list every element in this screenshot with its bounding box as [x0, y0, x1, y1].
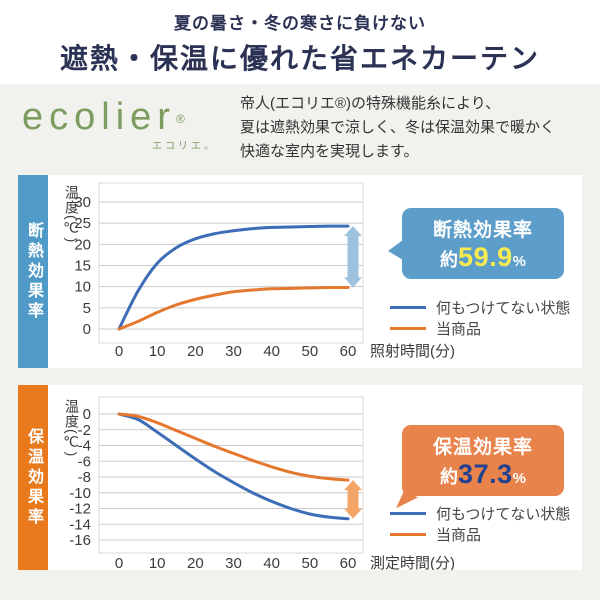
value-unit: % [512, 253, 526, 270]
svg-text:-6: -6 [78, 453, 91, 470]
callout-value: 約59.9% [402, 243, 564, 271]
legend-label: 当商品 [436, 527, 482, 544]
svg-text:50: 50 [301, 343, 318, 360]
legend-label: 何もつけてない状態 [436, 300, 571, 317]
side-label-text: 断熱効果率 [25, 221, 42, 322]
svg-text:10: 10 [149, 343, 166, 360]
svg-text:0: 0 [83, 406, 91, 423]
page-header: 夏の暑さ・冬の寒さに負けない 遮熱・保温に優れた省エネカーテン [0, 0, 600, 84]
svg-text:0: 0 [115, 343, 123, 360]
intro-line-3: 快適な室内を実現します。 [240, 143, 419, 160]
svg-text:-8: -8 [78, 469, 91, 486]
callout-title: 断熱効果率 [432, 220, 533, 241]
svg-text:15: 15 [74, 258, 91, 275]
svg-text:-2: -2 [78, 422, 91, 439]
svg-text:10: 10 [149, 555, 166, 570]
heat-retention-line-chart: 0-2-4-6-8-10-12-14-160 10 20 30 40 50 60 測定時間(分… [69, 396, 455, 570]
intro-description: 帝人(エコリエ®)の特殊機能糸により、 夏は遮熱効果で涼しく、冬は保温効果で暖か… [240, 92, 555, 164]
header-subtitle: 夏の暑さ・冬の寒さに負けない [174, 14, 426, 33]
legend-line-swatch-blue [390, 306, 426, 309]
svg-text:20: 20 [74, 236, 91, 253]
value-unit: % [512, 470, 526, 487]
legend-item-product: 当商品 [390, 318, 570, 339]
svg-text:25: 25 [74, 215, 91, 232]
legend-line-swatch-blue [390, 512, 426, 515]
ecolier-logo: ecolier® エコリエ。 [22, 98, 227, 152]
section-side-label-insulation: 断熱効果率 [18, 175, 48, 368]
section-side-label-retention: 保温効果率 [18, 385, 48, 570]
legend-item-baseline: 何もつけてない状態 [390, 297, 570, 318]
side-label-text: 保温効果率 [25, 427, 42, 528]
y-axis-label: 温度(℃) [64, 399, 80, 458]
intro-band: ecolier® エコリエ。 帝人(エコリエ®)の特殊機能糸により、 夏は遮熱効… [0, 84, 600, 175]
svg-text:0: 0 [115, 555, 123, 570]
logo-wordmark: ecolier® [22, 96, 185, 138]
svg-text:測定時間(分): 測定時間(分) [370, 555, 455, 570]
callout-value: 約37.3% [402, 460, 564, 488]
heat-shield-section: 断熱効果率 温度(℃) 30 25 20 15 10 5 0 0 10 20 30 40 50 60 照射時… [18, 175, 582, 368]
legend-item-product: 当商品 [390, 524, 570, 545]
svg-text:30: 30 [225, 343, 242, 360]
callout-heat-retention-rate: 保温効果率 約37.3% [396, 425, 564, 509]
value-number: 59.9 [458, 242, 513, 272]
chart-legend: 何もつけてない状態 当商品 [390, 503, 570, 545]
logo-katakana: エコリエ。 [152, 141, 217, 152]
svg-text:20: 20 [187, 555, 204, 570]
value-prefix: 約 [440, 467, 459, 487]
registered-mark-icon: ® [175, 112, 185, 126]
svg-text:30: 30 [225, 555, 242, 570]
intro-line-1: 帝人(エコリエ®)の特殊機能糸により、 [240, 95, 501, 112]
logo-text: ecolier [22, 96, 176, 138]
svg-text:40: 40 [263, 555, 280, 570]
value-prefix: 約 [440, 250, 459, 270]
svg-text:-14: -14 [69, 516, 91, 533]
svg-text:-10: -10 [69, 485, 91, 502]
legend-line-swatch-orange [390, 533, 426, 536]
svg-text:照射時間(分): 照射時間(分) [370, 343, 455, 360]
svg-text:40: 40 [263, 343, 280, 360]
svg-text:-4: -4 [78, 438, 91, 455]
page-title: 遮熱・保温に優れた省エネカーテン [59, 44, 540, 75]
callout-heat-shield-rate: 断熱効果率 約59.9% [388, 208, 564, 280]
legend-label: 当商品 [436, 321, 482, 338]
svg-text:-16: -16 [69, 532, 91, 549]
svg-text:20: 20 [187, 343, 204, 360]
svg-text:30: 30 [74, 194, 91, 211]
svg-text:5: 5 [83, 300, 91, 317]
legend-label: 何もつけてない状態 [436, 506, 571, 523]
legend-item-baseline: 何もつけてない状態 [390, 503, 570, 524]
legend-line-swatch-orange [390, 327, 426, 330]
svg-text:0: 0 [83, 321, 91, 338]
y-axis-label: 温度(℃) [64, 185, 80, 244]
chart-legend: 何もつけてない状態 当商品 [390, 297, 570, 339]
svg-text:60: 60 [340, 555, 357, 570]
value-number: 37.3 [458, 459, 513, 489]
svg-text:50: 50 [301, 555, 318, 570]
svg-text:-12: -12 [69, 501, 91, 518]
callout-title: 保温効果率 [432, 437, 533, 458]
intro-line-2: 夏は遮熱効果で涼しく、冬は保温効果で暖かく [240, 119, 556, 136]
heat-retention-section: 保温効果率 温度(℃) 0 -2 -4 -6 -8 -10 -12 -14 -16 0 10 20 30… [18, 385, 582, 570]
svg-text:60: 60 [340, 343, 357, 360]
svg-text:10: 10 [74, 279, 91, 296]
